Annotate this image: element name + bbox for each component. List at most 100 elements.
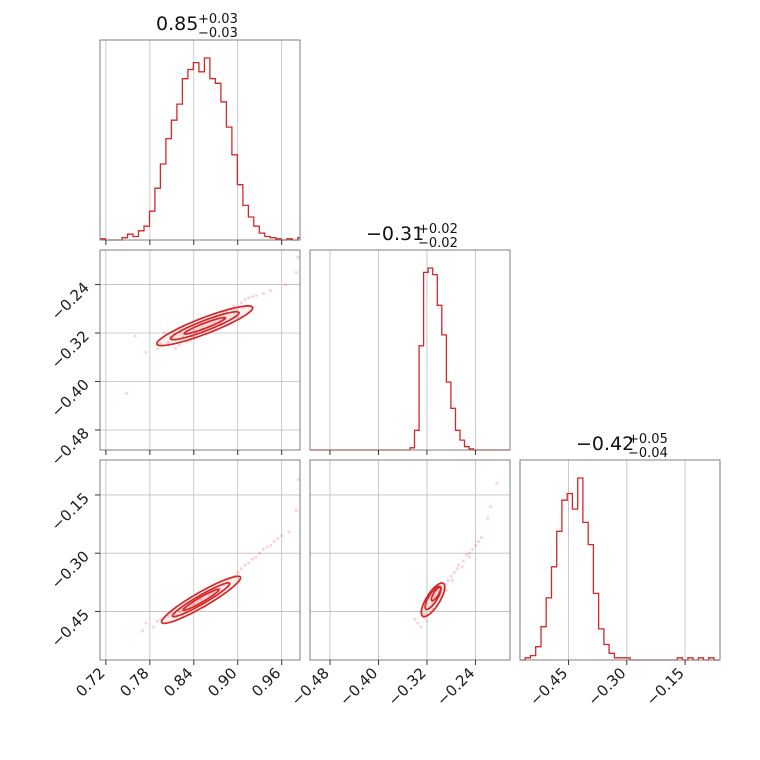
sample-point <box>467 555 471 559</box>
tick-label-y-p2: −0.24 <box>48 279 93 324</box>
density-fill <box>425 586 441 610</box>
panel-frame-diag-p3 <box>519 459 721 661</box>
contour-level <box>160 575 242 625</box>
sample-point <box>261 547 265 551</box>
contour-level <box>171 582 231 618</box>
tick-label-x-p2: −0.32 <box>385 664 430 709</box>
sample-point <box>473 543 478 548</box>
tick-label-x-p1: 0.78 <box>116 664 152 700</box>
sample-point <box>133 334 137 338</box>
sample-point <box>177 609 181 614</box>
sample-point <box>294 270 298 275</box>
contour-level <box>169 310 240 341</box>
sample-point <box>455 567 459 571</box>
sample-point <box>460 565 464 569</box>
title-minus-p3: −0.04 <box>628 446 668 461</box>
sample-point <box>151 625 156 629</box>
pair-panel-p1-p2 <box>124 255 300 396</box>
text-layer: 0.85 +0.03−0.03−0.31+0.02−0.02−0.42+0.05−… <box>48 12 688 709</box>
sample-point <box>124 392 128 396</box>
tick-label-y-p3: −0.15 <box>48 489 93 534</box>
sample-point <box>162 331 167 335</box>
sample-point <box>261 292 265 296</box>
sample-point <box>272 539 276 544</box>
tick-label-x-p3: −0.30 <box>584 664 629 709</box>
frame-layer <box>95 39 721 665</box>
sample-point <box>489 505 493 509</box>
sample-point <box>413 617 417 621</box>
sample-point <box>243 563 247 567</box>
tick-label-x-p1: 0.96 <box>248 664 284 700</box>
density-fill <box>183 589 219 611</box>
tick-label-x-p1: 0.84 <box>160 664 196 700</box>
sample-point <box>495 481 499 485</box>
sample-point <box>239 567 243 571</box>
tick-label-y-p3: −0.30 <box>48 547 93 592</box>
title-median-p1: 0.85 <box>156 13 198 35</box>
sample-point <box>280 534 284 538</box>
sample-point <box>444 588 448 592</box>
sample-point <box>173 346 178 350</box>
sample-point <box>419 625 423 629</box>
sample-point <box>485 516 490 520</box>
sample-point <box>470 547 475 551</box>
density-fill <box>156 305 253 346</box>
tick-label-x-p3: −0.45 <box>526 664 571 709</box>
contour-level <box>182 588 220 612</box>
tick-label-x-p1: 0.90 <box>204 664 240 700</box>
title-plus-p2: +0.02 <box>418 222 458 237</box>
tick-label-x-p3: −0.15 <box>643 664 688 709</box>
sample-point <box>294 508 298 513</box>
sample-point <box>296 477 300 482</box>
sample-point <box>283 282 287 287</box>
sample-point <box>479 536 484 540</box>
sample-point <box>467 551 471 555</box>
tick-label-y-p2: −0.48 <box>48 424 93 469</box>
sample-point <box>446 578 450 582</box>
contour-level <box>430 586 442 602</box>
sample-point <box>250 295 254 299</box>
sample-point <box>461 559 465 563</box>
sample-point <box>177 343 181 347</box>
sample-point <box>250 557 254 561</box>
sample-point <box>416 621 420 625</box>
grid-layer <box>100 40 686 660</box>
panel-frame-p1-p3 <box>99 459 301 661</box>
sample-point <box>464 553 468 557</box>
sample-point <box>422 611 426 615</box>
data-layer <box>100 57 720 661</box>
title-plus-p1: +0.03 <box>198 12 238 27</box>
sample-point <box>452 571 456 575</box>
sample-point <box>247 296 251 300</box>
sample-point <box>456 563 461 567</box>
density-fill <box>170 311 239 340</box>
sample-point <box>243 298 247 302</box>
tick-label-x-p2: −0.24 <box>433 664 478 709</box>
tick-label-y-p3: −0.45 <box>48 606 93 651</box>
title-median-p3: −0.42 <box>576 433 634 455</box>
sample-point <box>236 571 240 575</box>
sample-point <box>254 293 258 298</box>
sample-point <box>269 543 273 548</box>
panel-frame-p2-p3 <box>309 459 511 661</box>
sample-point <box>276 536 280 541</box>
sample-point <box>144 350 148 355</box>
panel-frame-diag-p1 <box>99 39 301 241</box>
tick-label-y-p2: −0.40 <box>48 376 93 421</box>
histogram-p2 <box>310 267 510 451</box>
sample-point <box>144 621 148 625</box>
title-minus-p1: −0.03 <box>198 26 238 41</box>
sample-point <box>296 255 300 259</box>
sample-point <box>287 530 291 534</box>
sample-point <box>254 555 258 559</box>
panel-frame-p1-p2 <box>99 249 301 451</box>
sample-point <box>269 289 273 293</box>
sample-point <box>166 340 170 344</box>
pair-panel-p1-p3 <box>140 477 300 633</box>
density-fill <box>431 587 441 601</box>
sample-point <box>449 574 453 579</box>
sample-point <box>247 561 251 565</box>
sample-point <box>258 551 262 555</box>
sample-point <box>232 304 236 308</box>
